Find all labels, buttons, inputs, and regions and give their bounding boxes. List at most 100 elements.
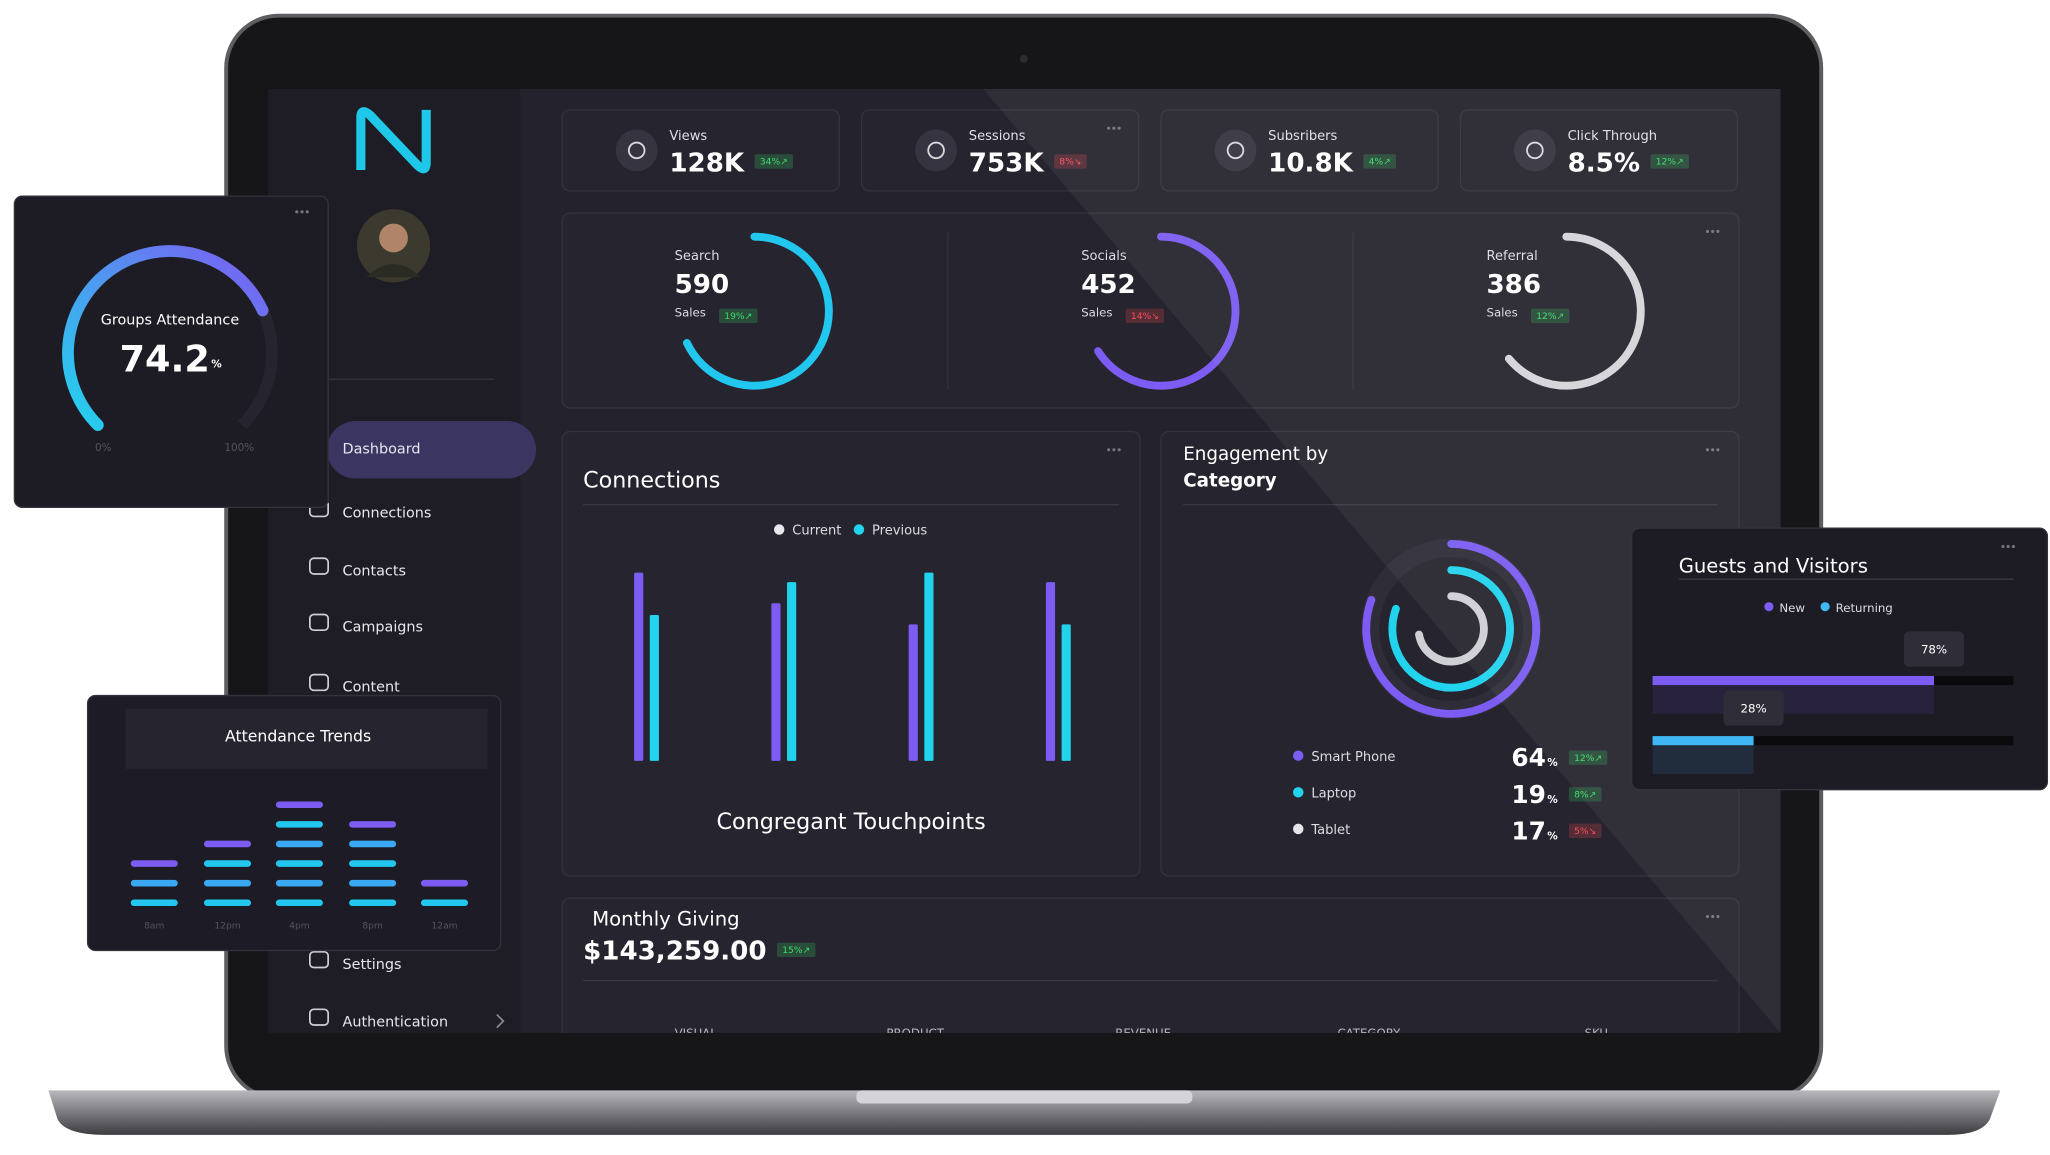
bar-glow — [1652, 685, 1935, 714]
menu-dots[interactable] — [1711, 448, 1715, 452]
camera — [1019, 54, 1028, 63]
stat-icon-glyph — [927, 141, 945, 160]
legend-label: Current — [792, 524, 841, 539]
badge-bg — [1363, 154, 1396, 169]
ring-arc — [683, 232, 833, 390]
menu-dots[interactable] — [2011, 544, 2015, 549]
menu-dots[interactable] — [2006, 544, 2010, 549]
menu-dots[interactable] — [1705, 229, 1710, 234]
menu-dots[interactable] — [1107, 448, 1111, 452]
avatar-body — [366, 264, 421, 278]
change-badge: 5%↘ — [1574, 827, 1596, 837]
badge-bg — [1568, 823, 1602, 839]
dash — [349, 840, 397, 848]
menu-icon — [309, 557, 330, 575]
menu-item[interactable]: Authentication — [343, 1014, 449, 1030]
active-menu-pill — [326, 421, 537, 479]
stat-value: 753K — [969, 148, 1046, 178]
menu-dots[interactable] — [1112, 126, 1116, 130]
menu-icon — [309, 673, 330, 692]
x-label: 12am — [431, 921, 457, 931]
legend-label: Returning — [1836, 601, 1893, 615]
bar — [634, 572, 644, 761]
menu-dots[interactable] — [1716, 914, 1720, 919]
gauge-unit: % — [211, 358, 222, 370]
panel-title: Engagement by — [1183, 444, 1328, 465]
legend-dot — [773, 524, 785, 535]
legend-dot — [1764, 602, 1774, 612]
badge-bg — [777, 942, 816, 958]
menu-dots[interactable] — [1716, 448, 1720, 452]
gauge-arc — [62, 245, 269, 432]
menu-item[interactable]: Settings — [343, 957, 402, 973]
panel — [561, 897, 1740, 1033]
menu-dots[interactable] — [1711, 229, 1715, 234]
bar — [924, 572, 934, 761]
x-label: 8am — [144, 921, 164, 931]
dash — [420, 899, 469, 907]
x-label: 4pm — [289, 921, 310, 931]
bar — [787, 582, 797, 761]
menu-item[interactable]: Connections — [343, 506, 432, 522]
change-badge: 34%↗ — [760, 158, 788, 168]
dash-column — [275, 801, 323, 907]
card-header — [125, 708, 488, 769]
menu-dots[interactable] — [1107, 126, 1111, 130]
menu-dots[interactable] — [1716, 229, 1720, 234]
change-badge: 14%↘ — [1131, 312, 1159, 322]
legend-dot — [1293, 823, 1304, 835]
menu-dots[interactable] — [300, 210, 304, 214]
gauge-title: Groups Attendance — [101, 312, 240, 328]
change-badge: 8%↘ — [1059, 158, 1081, 168]
menu-dots[interactable] — [305, 210, 309, 214]
ring-label: Referral — [1487, 249, 1538, 264]
change-badge: 12%↗ — [1536, 312, 1564, 322]
menu-icon — [309, 613, 330, 632]
menu-dots[interactable] — [1711, 914, 1715, 919]
menu-dots[interactable] — [1112, 448, 1116, 452]
stat-icon — [915, 129, 958, 172]
menu-item[interactable]: Content — [343, 680, 401, 696]
bar — [649, 615, 659, 761]
menu-dots[interactable] — [1117, 126, 1121, 130]
panel — [860, 109, 1140, 192]
dash — [130, 899, 178, 907]
stat-value: 10.8K — [1268, 148, 1354, 178]
menu-dots[interactable] — [1705, 914, 1710, 919]
menu-item[interactable]: Campaigns — [343, 619, 424, 635]
tooltip — [1723, 690, 1784, 726]
dash — [275, 821, 323, 828]
menu-dots[interactable] — [295, 210, 299, 214]
stat-label: Subsribers — [1268, 129, 1337, 144]
panel — [1459, 109, 1739, 192]
dash — [130, 879, 178, 887]
ring-sublabel: Sales — [675, 305, 706, 319]
dash-column — [203, 840, 252, 907]
menu-dots[interactable] — [2001, 544, 2005, 549]
tooltip-label: 78% — [1921, 643, 1947, 657]
badge-bg — [754, 154, 794, 169]
change-badge: 15%↗ — [782, 946, 810, 956]
change-badge: 8%↗ — [1574, 791, 1596, 801]
dash-column — [349, 821, 397, 907]
avatar-face — [379, 223, 408, 253]
item-label: Laptop — [1311, 787, 1356, 802]
dash — [349, 899, 397, 907]
menu-item[interactable]: Dashboard — [343, 442, 421, 458]
panel-title: Connections — [583, 468, 720, 494]
panel-title: Category — [1183, 470, 1277, 491]
stat-icon — [615, 129, 658, 172]
dash — [203, 840, 252, 848]
dash — [420, 879, 469, 887]
menu-dots[interactable] — [1705, 448, 1710, 452]
dash — [349, 879, 397, 887]
column-header: REVENUE — [1115, 1026, 1171, 1040]
dash — [275, 899, 323, 907]
card-title: Attendance Trends — [225, 726, 371, 745]
dash — [275, 860, 323, 867]
dash — [349, 860, 397, 867]
menu-dots[interactable] — [1117, 448, 1121, 452]
menu-item[interactable]: Contacts — [343, 563, 406, 579]
